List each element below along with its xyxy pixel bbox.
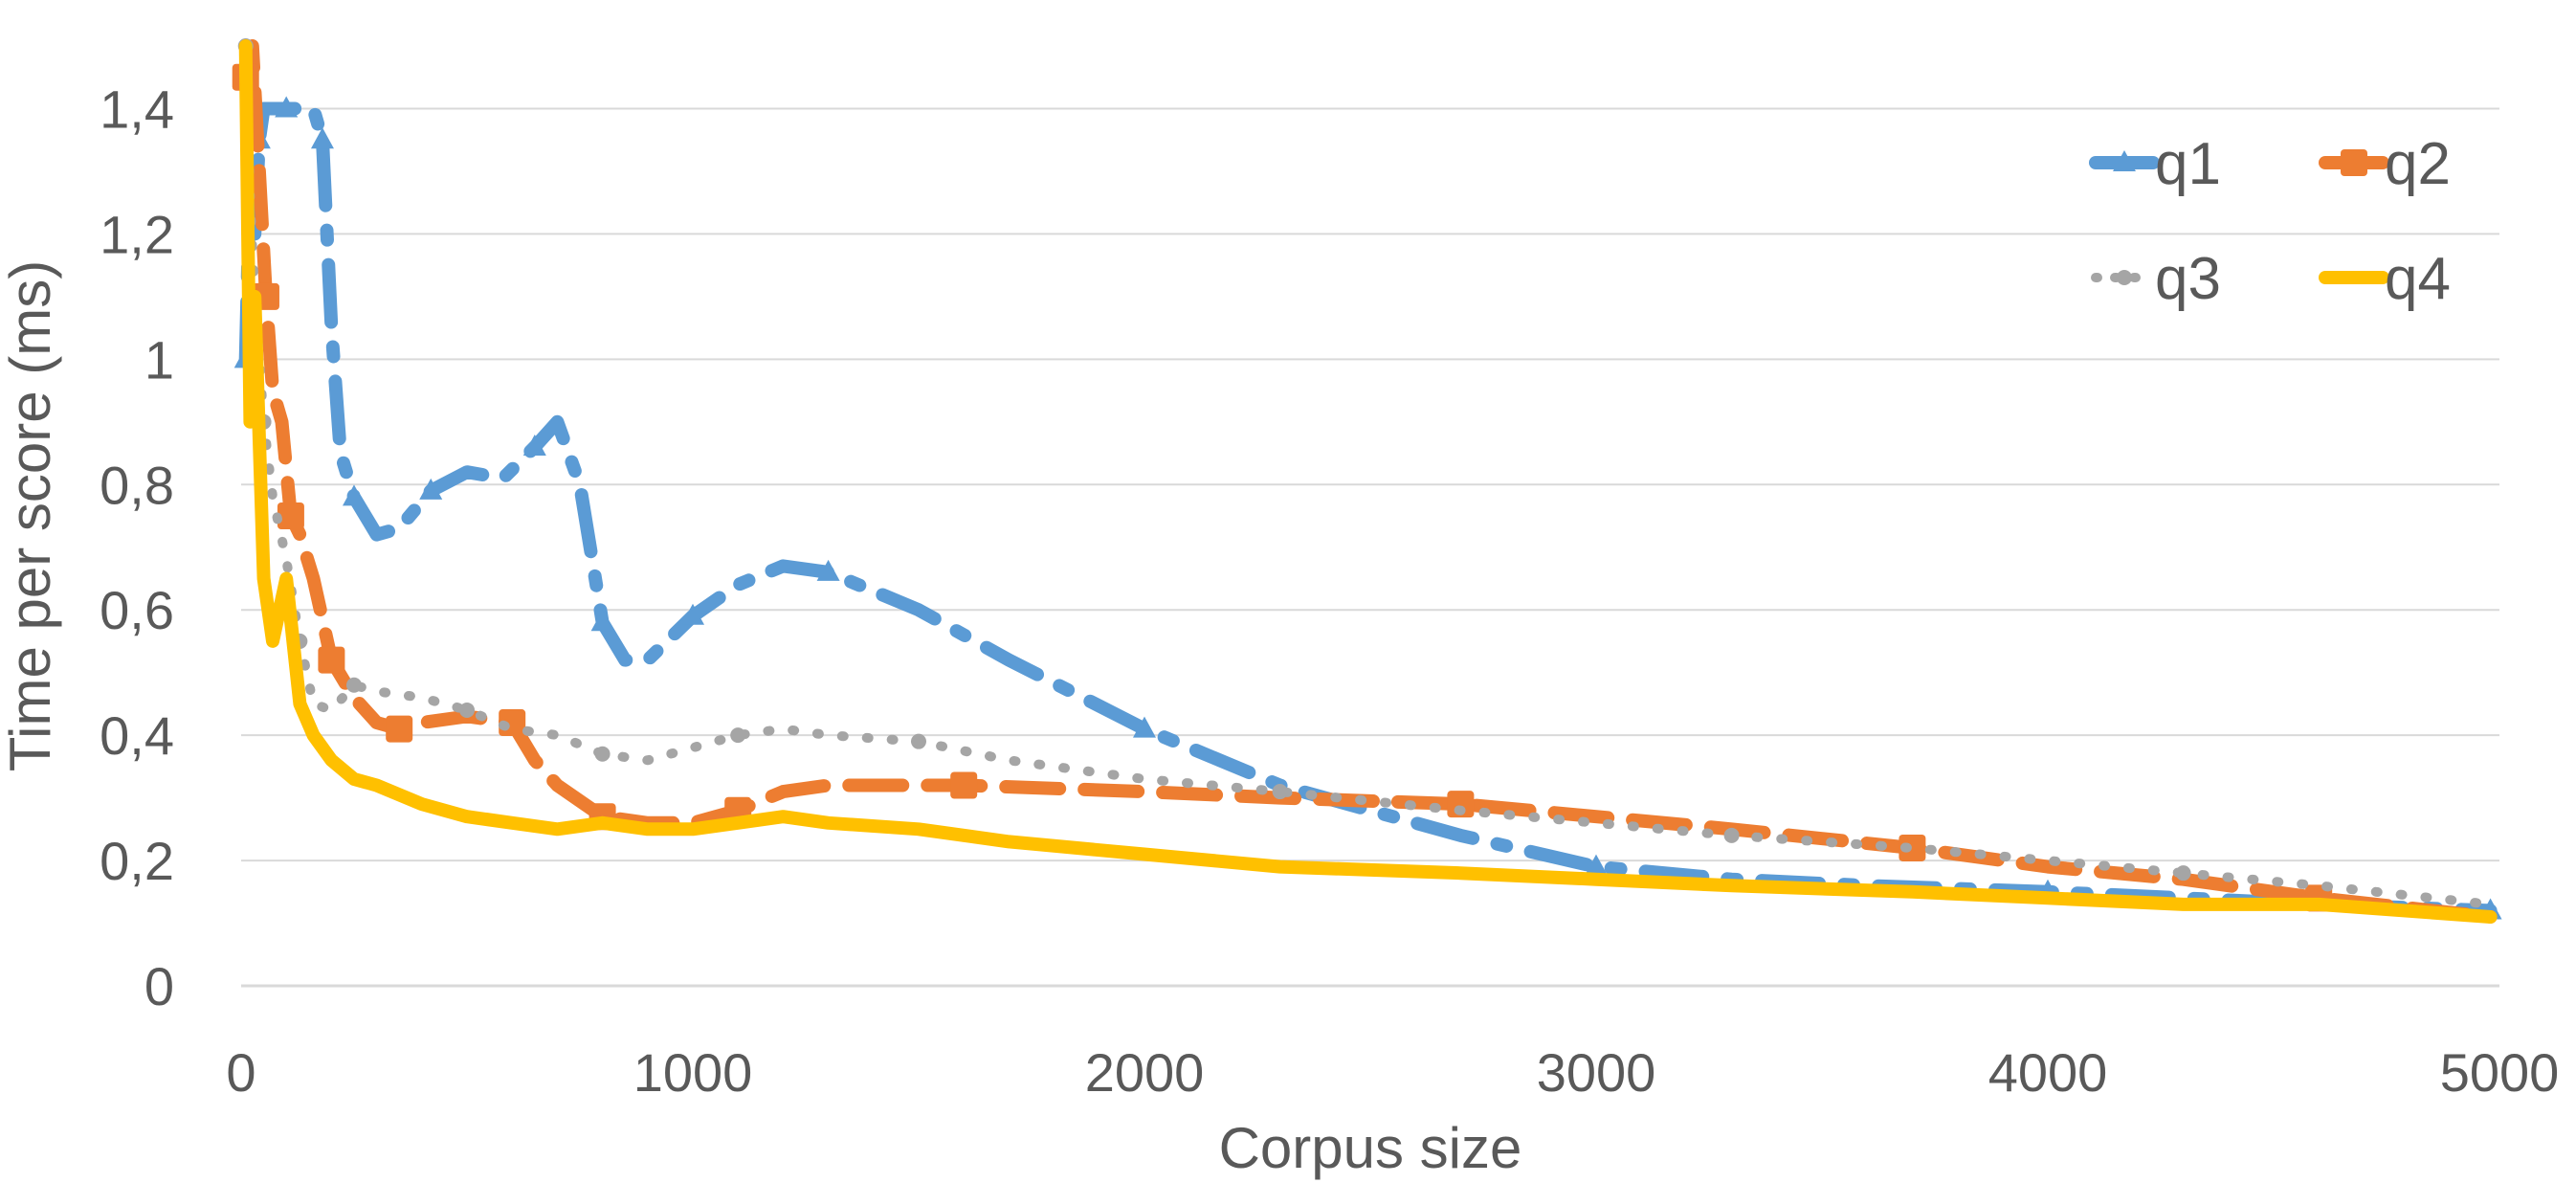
data-point-q3 [346,677,362,693]
data-point-q2 [950,771,978,799]
x-tick-label: 0 [226,1042,255,1103]
legend-label-q1: q1 [2155,131,2221,197]
data-point-q3 [459,702,475,718]
data-point-q2 [1447,791,1475,818]
legend-label-q4: q4 [2385,246,2451,312]
y-tick-label: 1 [144,329,174,390]
data-point-q3 [2175,865,2191,882]
y-tick-label: 0,6 [100,580,174,640]
data-point-q1 [419,478,443,500]
legend-item-q1: q1 [2089,131,2221,197]
x-tick-label: 2000 [1085,1042,1205,1103]
data-point-q2 [1899,834,1926,861]
legend-item-q3: q3 [2091,246,2221,312]
legend-marker-q1 [2113,150,2136,171]
legend-label-q2: q2 [2385,131,2451,197]
series-line-q3 [240,41,2496,909]
data-point-q1 [522,434,546,456]
y-axis-title: Time per score (ms) [0,260,62,772]
series-group [232,38,2502,924]
series-q4 [238,39,2498,924]
data-point-q1 [816,559,840,581]
y-tick-label: 0,2 [100,831,174,891]
x-tick-label: 1000 [633,1042,753,1103]
data-point-q1 [310,127,334,149]
data-point-q3 [911,733,926,749]
series-q2 [232,39,2498,924]
data-point-q1 [343,484,366,506]
data-point-q2 [318,646,345,674]
y-tick-label: 0,4 [100,705,174,766]
x-axis-title: Corpus size [1219,1116,1522,1180]
data-point-q3 [730,727,746,744]
series-line-q4 [238,39,2498,924]
data-point-q3 [594,746,611,762]
gridlines [241,107,2499,862]
x-tick-label: 5000 [2440,1042,2560,1103]
series-line-q2 [238,39,2498,924]
y-tick-label: 0 [144,956,174,1016]
data-point-q2 [277,502,304,529]
legend-marker-q2 [2341,149,2367,176]
data-point-q1 [1585,854,1608,876]
y-tick-label: 1,4 [100,78,174,139]
legend-item-q4: q4 [2319,246,2451,312]
x-tick-label: 3000 [1537,1042,1656,1103]
axes: 0 0,2 0,4 0,6 0,8 1 1,2 1,4 0 1000 2000 3000 4000 500… [100,78,2559,1103]
y-tick-label: 1,2 [100,204,174,264]
data-point-q1 [275,96,299,118]
legend-marker-q3 [2117,270,2132,285]
legend: q1 q2 q3 q4 [2089,131,2451,312]
data-point-q3 [1723,827,1740,843]
series-line-q1 [238,101,2498,918]
y-tick-label: 0,8 [100,455,174,515]
x-tick-label: 4000 [1988,1042,2108,1103]
data-point-q1 [1133,716,1156,738]
legend-item-q2: q2 [2319,131,2451,197]
data-point-q1 [681,603,704,625]
data-point-q1 [590,610,614,632]
data-point-q3 [1272,784,1288,800]
legend-label-q3: q3 [2155,246,2221,312]
data-point-q2 [386,715,413,743]
